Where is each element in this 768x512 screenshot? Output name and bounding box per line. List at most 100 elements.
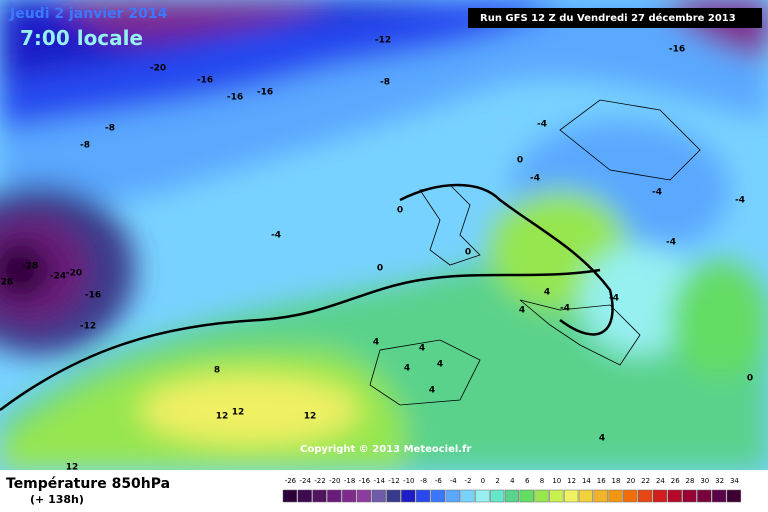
contour-label: 0 — [747, 374, 753, 384]
legend-swatch — [623, 489, 638, 503]
contour-label: -28 — [0, 278, 13, 288]
legend-label: -2 — [465, 477, 472, 485]
contour-label: -20 — [66, 269, 82, 279]
legend-swatch — [667, 489, 682, 503]
legend-swatch — [519, 489, 534, 503]
legend-swatch — [682, 489, 697, 503]
legend-label: 4 — [510, 477, 515, 485]
legend-swatch — [504, 489, 520, 503]
legend-label: 20 — [626, 477, 635, 485]
forecast-time: 7:00 locale — [20, 26, 143, 50]
legend-swatch — [341, 489, 357, 503]
legend-swatch — [445, 489, 460, 503]
contour-label: 4 — [429, 386, 435, 396]
run-box — [468, 8, 762, 28]
contour-label: 4 — [419, 344, 425, 354]
legend-label: -18 — [344, 477, 355, 485]
contour-label: 4 — [404, 364, 410, 374]
legend-label: 34 — [730, 477, 739, 485]
legend-swatch — [386, 489, 401, 503]
legend-swatch — [460, 489, 475, 503]
legend-label: -10 — [403, 477, 414, 485]
contour-label: -4 — [735, 196, 745, 206]
legend-label: 16 — [597, 477, 606, 485]
contour-labels: -12 -20 -16 -16 -16 -8 -16 -8 -8 -4 0 -4 -4 -4 -4 0 0 0 -2… — [0, 36, 753, 473]
contour-label: -16 — [257, 88, 273, 98]
legend-label: 12 — [567, 477, 576, 485]
legend-swatch — [297, 489, 312, 503]
contour-label: 8 — [214, 366, 220, 376]
legend-label: 24 — [656, 477, 665, 485]
legend-label: 22 — [641, 477, 650, 485]
legend-swatch — [356, 489, 372, 503]
legend-label: -14 — [373, 477, 385, 485]
legend-label: -8 — [420, 477, 427, 485]
legend-swatch — [327, 489, 342, 503]
legend-swatch — [726, 489, 742, 503]
legend-label: 18 — [612, 477, 621, 485]
contour-label: -4 — [530, 174, 540, 184]
contour-label: -4 — [652, 188, 662, 198]
lead-time: (+ 138h) — [30, 493, 84, 506]
legend-swatch — [489, 489, 505, 503]
legend-label: -24 — [299, 477, 311, 485]
copyright: Copyright © 2013 Meteociel.fr — [300, 444, 471, 455]
legend-swatch — [563, 489, 579, 503]
contour-label: -12 — [80, 322, 96, 332]
contour-label: -24 — [50, 272, 66, 282]
legend-swatch — [401, 489, 416, 503]
legend-label: 8 — [540, 477, 544, 485]
contour-label: -28 — [22, 262, 38, 272]
legend-swatch — [608, 489, 623, 503]
contour-label: 4 — [544, 288, 550, 298]
contour-label: 4 — [599, 434, 605, 444]
legend-swatch — [371, 489, 386, 503]
legend-label: 0 — [481, 477, 485, 485]
contour-label: 4 — [437, 360, 443, 370]
legend-label: -16 — [359, 477, 371, 485]
legend-label: -20 — [329, 477, 340, 485]
contour-label: -16 — [669, 45, 685, 55]
legend-label: 6 — [525, 477, 530, 485]
contour-label: -16 — [197, 76, 213, 86]
legend-swatch — [578, 489, 594, 503]
legend-label: 14 — [582, 477, 591, 485]
color-legend: -26 -24 -22 -20 -18 -16 -14 -12 -10 -8 -6 -4 -2 0 2 4 6 8… — [282, 477, 742, 503]
legend-label: -12 — [388, 477, 399, 485]
contour-label: -16 — [85, 291, 101, 301]
footer-title: Température 850hPa — [6, 476, 170, 492]
legend-label: -6 — [435, 477, 443, 485]
legend-label: 2 — [495, 477, 499, 485]
legend-label: -4 — [450, 477, 458, 485]
legend-label: 30 — [700, 477, 709, 485]
contour-label: -8 — [105, 124, 115, 134]
contour-label: -8 — [80, 141, 90, 151]
legend-swatch — [475, 489, 490, 503]
contour-label: -16 — [227, 93, 243, 103]
contour-label: 0 — [465, 248, 471, 258]
legend-label: 32 — [715, 477, 724, 485]
contour-label: -8 — [380, 78, 390, 88]
contour-label: 12 — [216, 412, 229, 422]
legend-swatch — [430, 489, 446, 503]
legend-swatch — [534, 489, 549, 503]
contour-label: -4 — [560, 304, 570, 314]
contour-label: 12 — [66, 463, 79, 473]
run-info: Run GFS 12 Z du Vendredi 27 décembre 201… — [480, 12, 736, 24]
contour-label: 4 — [519, 306, 525, 316]
legend-label: 28 — [686, 477, 695, 485]
contour-label: 12 — [304, 412, 317, 422]
legend-label: 26 — [671, 477, 680, 485]
legend-swatch — [415, 489, 431, 503]
contour-label: 4 — [373, 338, 379, 348]
legend-swatch — [652, 489, 668, 503]
contour-label: -20 — [150, 64, 166, 74]
contour-label: 0 — [517, 156, 523, 166]
contour-label: 0 — [377, 264, 383, 274]
legend-swatch — [637, 489, 653, 503]
legend-swatch — [711, 489, 727, 503]
legend-label: 10 — [552, 477, 561, 485]
legend-label: -26 — [285, 477, 297, 485]
contour-label: -4 — [537, 120, 547, 130]
